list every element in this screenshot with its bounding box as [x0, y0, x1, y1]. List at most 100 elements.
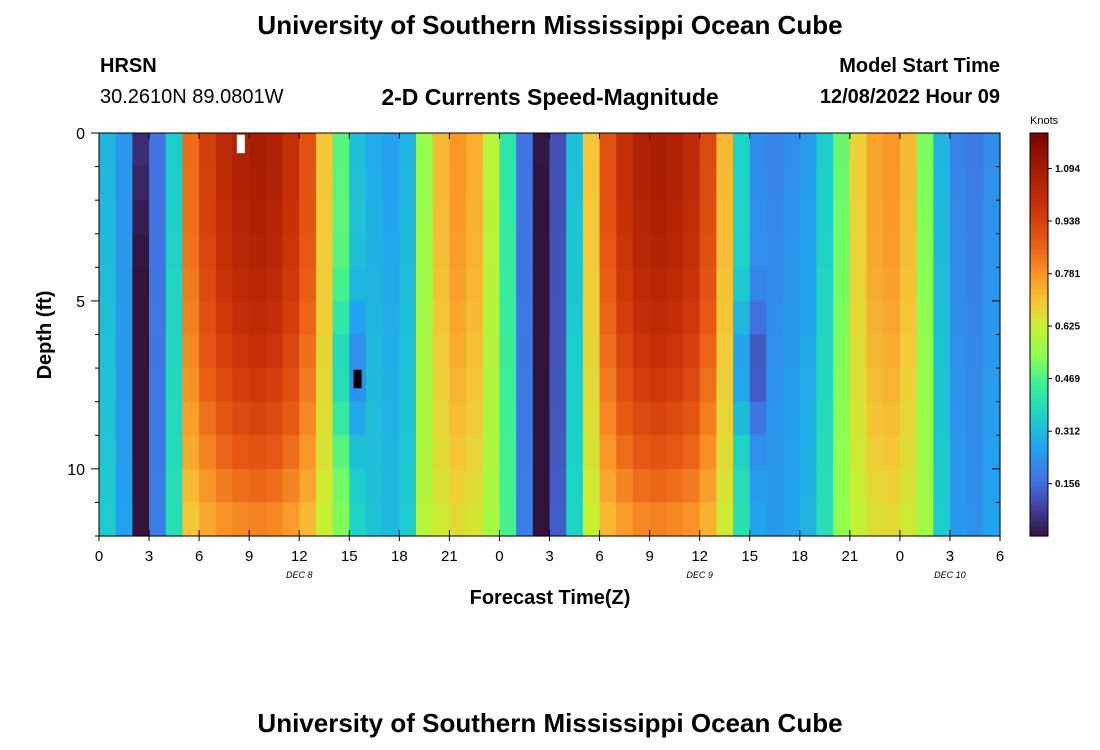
heatmap-cell [182, 166, 200, 201]
heatmap-cell [249, 166, 267, 201]
heatmap-cell [532, 368, 551, 403]
heatmap-cell [799, 334, 818, 369]
heatmap-cell [749, 300, 768, 336]
heatmap-cell [365, 267, 384, 302]
heatmap-cell [682, 368, 701, 403]
heatmap-cell [566, 468, 584, 504]
heatmap-cell [899, 368, 918, 403]
heatmap-cell [182, 368, 200, 403]
heatmap-cell [749, 233, 768, 268]
heatmap-cell [866, 502, 884, 537]
colorbar-segment [1030, 510, 1048, 517]
heatmap-cell [916, 401, 934, 436]
heatmap-cell [933, 468, 951, 504]
heatmap-cell [449, 401, 467, 436]
heatmap-cell [949, 133, 968, 168]
colorbar-segment [1030, 193, 1048, 200]
heatmap-cell [666, 133, 684, 168]
heatmap-cell [532, 166, 551, 201]
heatmap-cell [532, 233, 551, 268]
heatmap-cell [499, 267, 517, 302]
heatmap-cell [966, 233, 984, 268]
heatmap-cell [382, 233, 400, 268]
heatmap-cell [516, 233, 534, 268]
heatmap-cell [232, 502, 250, 537]
heatmap-cell [899, 502, 918, 537]
heatmap-cell [916, 166, 934, 201]
heatmap-cell [616, 166, 634, 201]
heatmap-cell [265, 300, 284, 336]
heatmap-cell [315, 334, 334, 369]
heatmap-cell [983, 401, 1001, 436]
heatmap-missing-cell [236, 134, 245, 154]
heatmap-cell [249, 334, 267, 369]
heatmap-cell [466, 166, 484, 201]
heatmap-cell [883, 300, 901, 336]
heatmap-cell [199, 435, 217, 470]
heatmap-cell [566, 401, 584, 436]
heatmap-cell [899, 401, 918, 436]
heatmap-cell [933, 166, 951, 201]
heatmap-cell [399, 233, 417, 268]
heatmap-cell [566, 300, 584, 336]
heatmap-cell [249, 267, 267, 302]
heatmap-cell [516, 435, 534, 470]
heatmap-cell [399, 502, 417, 537]
colorbar-segment [1030, 248, 1048, 255]
heatmap-cell [682, 166, 701, 201]
heatmap-cell [733, 368, 751, 403]
heatmap-cell [516, 200, 534, 235]
heatmap-cell [816, 166, 834, 201]
heatmap-cell [599, 502, 617, 537]
heatmap-cell [616, 334, 634, 369]
heatmap-cell [265, 468, 284, 504]
heatmap-cell [199, 267, 217, 302]
heatmap-cell [182, 401, 200, 436]
heatmap-cell [783, 133, 801, 168]
heatmap-cell [282, 166, 300, 201]
heatmap-cell [282, 334, 300, 369]
heatmap-cell [365, 166, 384, 201]
heatmap-cell [666, 200, 684, 235]
heatmap-cell [866, 200, 884, 235]
heatmap-cell [115, 133, 133, 168]
heatmap-cell [783, 435, 801, 470]
heatmap-cell [516, 502, 534, 537]
heatmap-cell [966, 166, 984, 201]
heatmap-cell [282, 200, 300, 235]
heatmap-cell [249, 435, 267, 470]
x-tick-label: 9 [645, 548, 653, 565]
colorbar-segment [1030, 505, 1048, 512]
date-label: DEC 10 [934, 570, 966, 580]
heatmap-cell [299, 233, 317, 268]
heatmap-cell [416, 468, 434, 504]
heatmap-cell [182, 300, 200, 336]
heatmap-cell [716, 334, 734, 369]
heatmap-cell [816, 401, 834, 436]
heatmap-cell [482, 300, 501, 336]
x-tick-label: 12 [291, 548, 308, 565]
heatmap-cell [916, 334, 934, 369]
heatmap-cell [332, 233, 350, 268]
heatmap-cell [249, 233, 267, 268]
heatmap-cell [966, 468, 984, 504]
colorbar-segment [1030, 490, 1048, 497]
heatmap-cell [432, 166, 450, 201]
heatmap-cell [783, 267, 801, 302]
heatmap-cell [249, 300, 267, 336]
heatmap-cell [165, 468, 184, 504]
heatmap-cell [232, 300, 250, 336]
heatmap-cell [332, 200, 350, 235]
heatmap-cell [716, 435, 734, 470]
heatmap-cell [649, 502, 667, 537]
station-coordinates: 30.2610N 89.0801W [100, 86, 284, 108]
y-tick-label: 5 [76, 294, 85, 311]
heatmap-cell [916, 233, 934, 268]
heatmap-cell [182, 233, 200, 268]
colorbar-segment [1030, 158, 1048, 164]
heatmap-cell [849, 233, 868, 268]
colorbar-segment [1030, 223, 1048, 230]
heatmap-cell [566, 502, 584, 537]
colorbar-tick-label: 0.156 [1055, 479, 1080, 490]
heatmap-cell [616, 401, 634, 436]
